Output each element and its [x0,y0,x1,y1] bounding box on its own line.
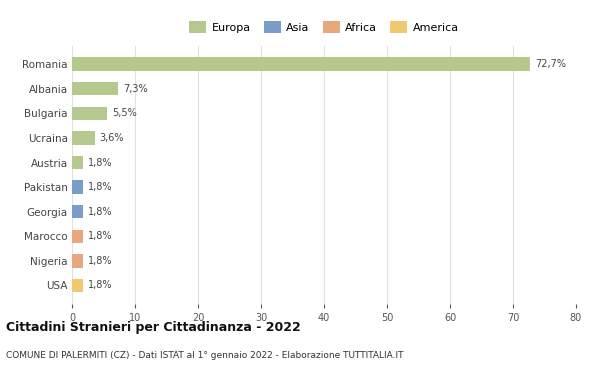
Bar [72,230,83,243]
Text: 1,8%: 1,8% [88,207,113,217]
Bar [72,131,95,145]
Bar [72,254,83,268]
Bar [72,180,83,194]
Text: COMUNE DI PALERMITI (CZ) - Dati ISTAT al 1° gennaio 2022 - Elaborazione TUTTITAL: COMUNE DI PALERMITI (CZ) - Dati ISTAT al… [6,352,404,361]
Bar [72,156,83,169]
Legend: Europa, Asia, Africa, America: Europa, Asia, Africa, America [187,19,461,35]
Bar [72,279,83,292]
Text: 72,7%: 72,7% [535,59,566,69]
Bar [72,82,118,95]
Text: 7,3%: 7,3% [123,84,148,94]
Text: 1,8%: 1,8% [88,157,113,168]
Bar [72,106,107,120]
Text: 1,8%: 1,8% [88,256,113,266]
Text: 1,8%: 1,8% [88,231,113,241]
Bar [72,57,530,71]
Text: 1,8%: 1,8% [88,280,113,290]
Text: 1,8%: 1,8% [88,182,113,192]
Text: 5,5%: 5,5% [112,108,136,118]
Text: Cittadini Stranieri per Cittadinanza - 2022: Cittadini Stranieri per Cittadinanza - 2… [6,321,301,334]
Text: 3,6%: 3,6% [100,133,124,143]
Bar [72,205,83,218]
